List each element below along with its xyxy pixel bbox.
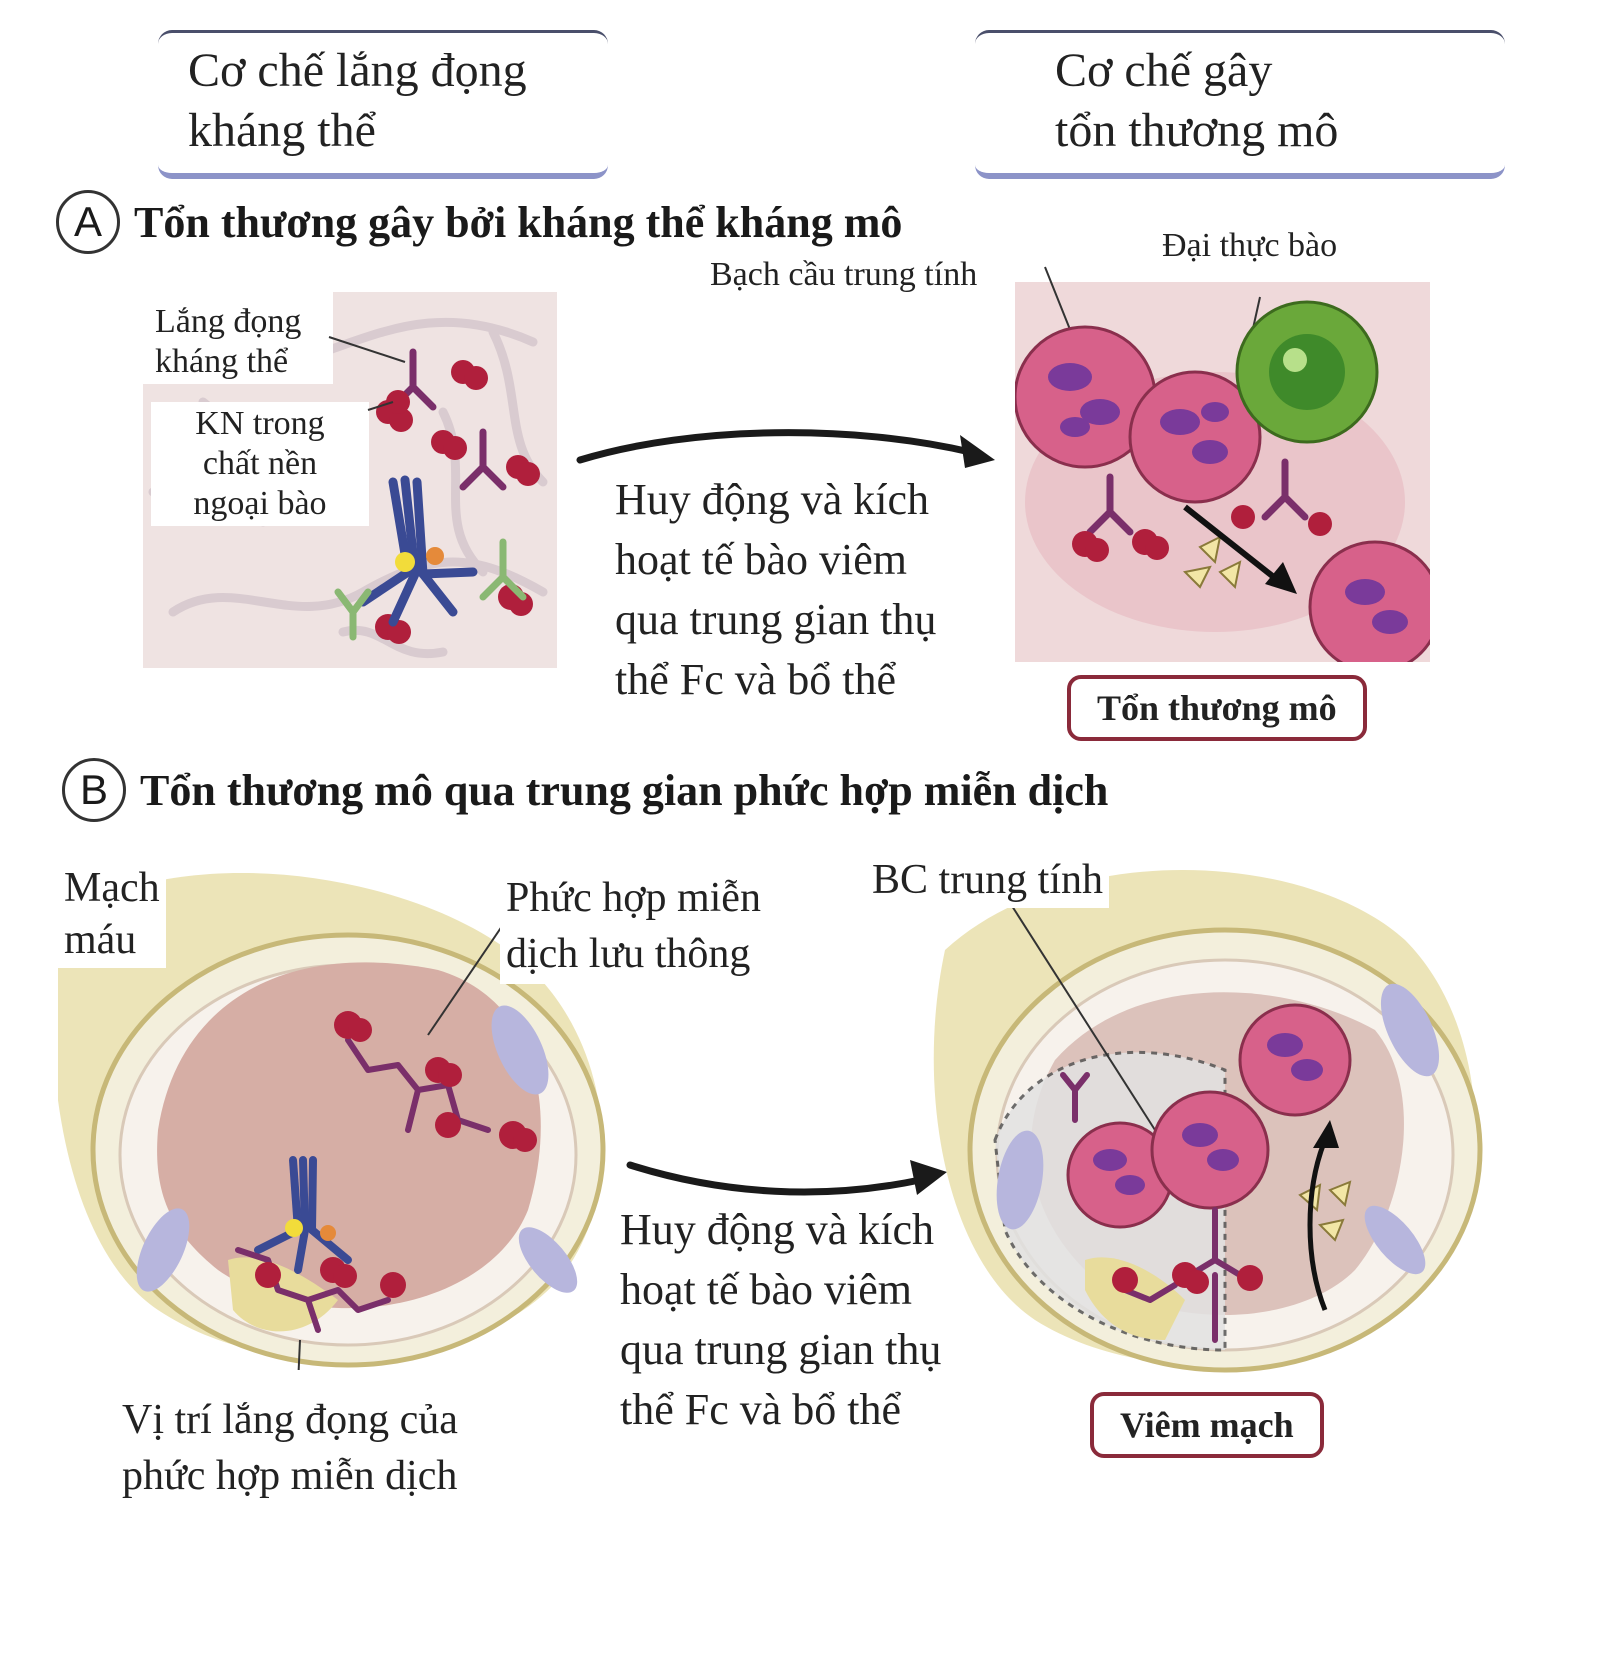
fc-receptor-antibodies xyxy=(1086,458,1309,536)
label-neutrophil-b: BC trung tính xyxy=(866,852,1110,908)
endothelial-nucleus-2 xyxy=(136,1208,190,1292)
neutrophil-cell-2 xyxy=(1128,370,1262,504)
panel-b-left-illustration xyxy=(58,873,606,1370)
arrow-b xyxy=(626,1160,947,1196)
header-left-line2: kháng thể xyxy=(188,104,376,157)
neutrophil-cell-1 xyxy=(1015,325,1157,469)
complex-pointer xyxy=(427,909,514,1036)
complement-dot-orange xyxy=(426,547,444,565)
header-right: Cơ chế gây tổn thương mô xyxy=(975,30,1505,179)
outcome-vasculitis: Viêm mạch xyxy=(1090,1392,1324,1458)
circulating-antigens xyxy=(334,1011,537,1152)
header-left-line1: Cơ chế lắng đọng xyxy=(188,44,527,97)
antigen-pointer xyxy=(367,401,394,411)
label-circulating-complex: Phức hợp miễn dịch lưu thông xyxy=(500,868,767,984)
endothelial-nucleus-b2 xyxy=(996,1130,1044,1230)
label-macrophage: Đại thực bào xyxy=(1162,227,1338,264)
label-antigen-matrix: KN trong chất nền ngoại bào xyxy=(193,405,327,522)
endothelial-nucleus-b1 xyxy=(1380,983,1440,1077)
macrophage-cell xyxy=(1235,300,1379,444)
neutrophil-b-3 xyxy=(1238,1003,1352,1117)
deposit-site-pointer xyxy=(297,1339,301,1370)
panel-a-right-illustration xyxy=(1015,266,1430,662)
section-a-title: A Tổn thương gây bởi kháng thể kháng mô xyxy=(56,190,902,254)
arrow-a xyxy=(576,429,995,468)
migration-arrow-b xyxy=(1307,1139,1328,1311)
complement-fragments xyxy=(1182,535,1242,590)
circulating-complex xyxy=(345,1037,491,1133)
label-blood-vessel: Mạch máu xyxy=(58,860,166,968)
section-b-letter: B xyxy=(62,758,126,822)
neutrophil-cell-3 xyxy=(1308,540,1430,662)
arrow-a-caption: Huy động và kích hoạt tế bào viêm qua tr… xyxy=(615,475,937,704)
neutrophil-pointer-b xyxy=(1004,894,1156,1131)
deposited-antigens xyxy=(255,1257,406,1298)
header-right-line2: tổn thương mô xyxy=(1055,104,1339,157)
arrow-b-caption: Huy động và kích hoạt tế bào viêm qua tr… xyxy=(620,1205,942,1434)
complement-dot-yellow xyxy=(395,552,415,572)
panel-a-left-illustration xyxy=(143,292,557,668)
label-neutrophil-a: Bạch cầu trung tính xyxy=(710,256,978,293)
migration-arrow-a xyxy=(1183,504,1282,585)
label-deposit-site: Vị trí lắng đọng của phức hợp miễn dịch xyxy=(122,1397,458,1499)
label-antibody-deposit: Lắng đọng kháng thể xyxy=(155,303,302,380)
green-antibody-group xyxy=(334,538,527,641)
section-a-letter: A xyxy=(56,190,120,254)
inflamed-antigens xyxy=(1072,505,1332,562)
panel-b-right-illustration xyxy=(933,870,1483,1373)
deposit-site-b xyxy=(1085,1257,1185,1340)
section-a-title-text: Tổn thương gây bởi kháng thể kháng mô xyxy=(134,197,903,247)
complement-dot-orange-b xyxy=(320,1225,336,1241)
vessel-lumen xyxy=(157,962,541,1309)
endothelial-nucleus-3 xyxy=(518,1227,578,1293)
complement-dot-yellow-b xyxy=(285,1219,303,1237)
header-right-line1: Cơ chế gây xyxy=(1055,44,1273,97)
endothelial-nucleus-b3 xyxy=(1364,1205,1426,1275)
deposit-pointer xyxy=(328,336,406,363)
fc-receptor-b xyxy=(1060,1072,1243,1343)
section-b-title: B Tổn thương mô qua trung gian phức hợp … xyxy=(62,758,1108,822)
endothelial-nucleus-1 xyxy=(491,1005,549,1095)
outcome-tissue-injury: Tổn thương mô xyxy=(1067,675,1367,741)
neutrophil-b-2 xyxy=(1150,1090,1270,1210)
complement-bundle-b xyxy=(254,1156,352,1274)
header-left: Cơ chế lắng đọng kháng thể xyxy=(158,30,608,179)
deposited-antigens-b xyxy=(1112,1262,1263,1294)
section-b-title-text: Tổn thương mô qua trung gian phức hợp mi… xyxy=(140,765,1109,815)
